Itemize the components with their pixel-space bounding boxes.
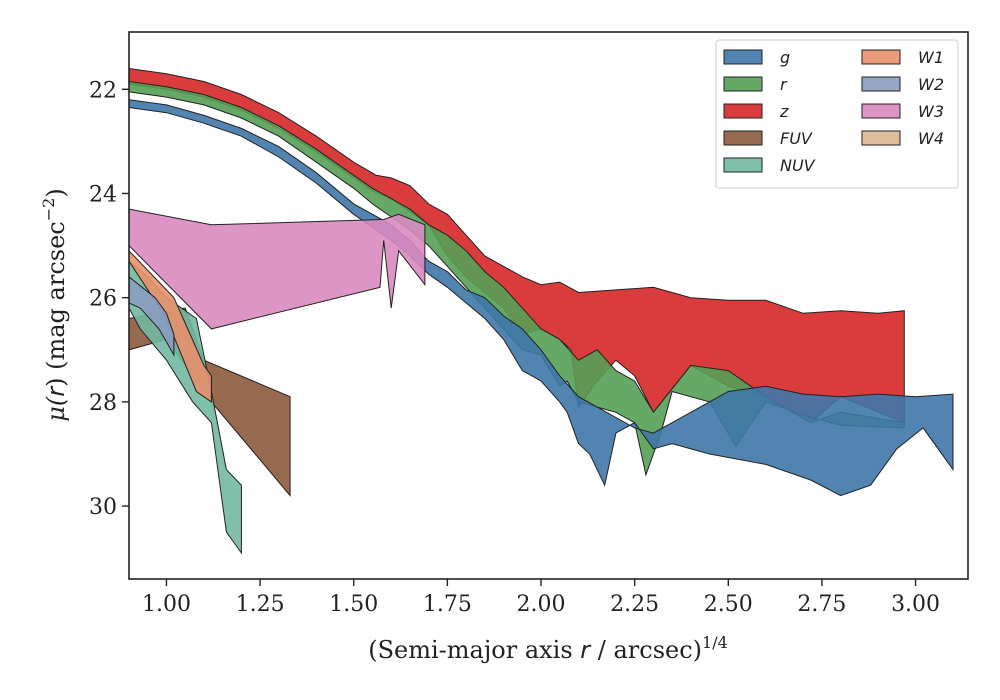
band-g: [129, 99, 954, 497]
x-tick-label: 1.25: [236, 592, 285, 617]
band-W2: [129, 276, 175, 357]
x-tick-label: 2.75: [797, 592, 846, 617]
x-tick-label: 2.00: [517, 592, 566, 617]
x-axis-label: (Semi-major axis r / arcsec)1/4: [368, 633, 728, 664]
legend: grz FUV NUV W1 W2 W3 W4: [715, 39, 959, 189]
legend-label-z: z: [779, 102, 789, 121]
legend-label-g: g: [780, 48, 790, 67]
y-tick-label: 30: [89, 495, 117, 520]
legend-swatch-FUV: [723, 130, 763, 146]
legend-swatch-z: [723, 103, 763, 119]
legend-swatch-r: [723, 76, 763, 92]
legend-swatch-W2: [861, 76, 901, 92]
x-tick-label: 1.00: [142, 592, 191, 617]
y-tick-label: 26: [89, 287, 117, 312]
plot-frame: [128, 31, 969, 580]
legend-label-W4: W4: [918, 129, 944, 148]
x-tick-label: 2.25: [610, 592, 659, 617]
x-tick-label: 1.50: [329, 592, 378, 617]
legend-label-W3: W3: [918, 102, 944, 121]
y-axis-label: μ(r) (mag arcsec−2): [39, 188, 70, 421]
x-axis: 1.00 1.25 1.50 1.75 2.00 2.25 2.50 2.75 3.00: [142, 579, 940, 617]
x-tick-label: 1.75: [423, 592, 472, 617]
y-axis: 22 24 26 28 30: [89, 78, 129, 520]
legend-label-r: r: [780, 75, 788, 94]
legend-swatch-g: [723, 49, 763, 65]
legend-label-W2: W2: [918, 75, 944, 94]
legend-label-W1: W1: [918, 48, 944, 67]
legend-swatch-W4: [861, 130, 901, 146]
x-tick-label: 3.00: [891, 592, 940, 617]
band-W3: [129, 208, 426, 330]
legend-swatch-NUV: [723, 157, 763, 173]
x-tick-label: 2.50: [704, 592, 753, 617]
legend-label-FUV: FUV: [780, 129, 813, 148]
y-tick-label: 22: [89, 78, 117, 103]
y-tick-label: 24: [89, 182, 117, 207]
legend-label-NUV: NUV: [780, 156, 816, 175]
band-layer: [129, 67, 954, 555]
legend-swatch-W1: [861, 49, 901, 65]
y-tick-label: 28: [89, 391, 117, 416]
legend-swatch-W3: [861, 103, 901, 119]
